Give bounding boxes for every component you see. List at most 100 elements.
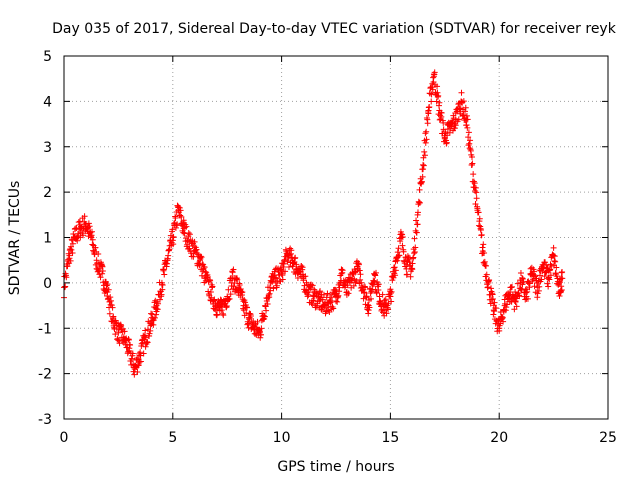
data-point — [126, 347, 133, 354]
data-point-marker — [367, 295, 374, 302]
grid-lines — [64, 56, 608, 419]
data-point-marker — [375, 287, 382, 294]
data-point-marker — [531, 283, 538, 290]
data-point-marker — [459, 99, 466, 106]
y-axis-label: SDTVAR / TECUs — [7, 181, 23, 296]
data-point-marker — [173, 222, 180, 229]
data-point — [240, 302, 247, 309]
data-point-marker — [317, 288, 324, 295]
data-point-marker — [230, 283, 237, 290]
data-point — [142, 334, 149, 341]
data-point — [474, 207, 481, 214]
data-point — [496, 325, 503, 332]
data-point-marker — [199, 268, 206, 275]
data-point — [409, 266, 416, 273]
data-point-marker — [559, 268, 566, 275]
data-point-marker — [285, 264, 292, 271]
data-point-marker — [489, 296, 496, 303]
data-point-marker — [427, 90, 434, 97]
data-point-marker — [443, 139, 450, 146]
data-point — [343, 288, 350, 295]
data-point-marker — [537, 272, 543, 279]
data-point — [82, 220, 89, 227]
data-point-marker — [115, 337, 122, 344]
data-point-marker — [433, 98, 440, 105]
data-point-marker — [552, 258, 559, 265]
data-point-marker — [125, 348, 132, 355]
data-point — [556, 288, 563, 295]
data-point-marker — [469, 153, 475, 160]
data-point-marker — [86, 223, 93, 230]
data-point-marker — [512, 289, 519, 296]
data-point — [485, 279, 492, 286]
data-point — [77, 225, 84, 232]
data-point-marker — [62, 283, 69, 290]
data-point-marker — [298, 263, 305, 270]
y-tick-label: 1 — [43, 231, 52, 247]
data-point — [398, 234, 405, 241]
data-point-marker — [339, 267, 346, 274]
data-point — [458, 98, 465, 105]
data-point — [284, 252, 291, 259]
data-point — [300, 275, 307, 282]
data-point — [338, 270, 345, 277]
data-point — [559, 275, 566, 282]
data-point — [99, 270, 106, 277]
data-point-marker — [541, 273, 548, 280]
data-point-marker — [524, 288, 531, 295]
data-point — [517, 279, 524, 286]
data-point-marker — [517, 285, 524, 292]
data-point-marker — [107, 294, 114, 301]
data-point — [66, 252, 73, 259]
data-point — [169, 234, 176, 241]
data-point-marker — [462, 104, 469, 111]
y-tick-label: -1 — [38, 321, 52, 337]
data-point-marker — [202, 268, 209, 275]
data-point — [490, 307, 497, 314]
data-point-marker — [209, 283, 216, 290]
data-point-marker — [112, 331, 119, 338]
data-point-marker — [198, 254, 205, 261]
data-point-marker — [125, 336, 132, 343]
x-tick-label: 15 — [381, 430, 399, 446]
data-point-marker — [426, 103, 433, 110]
chart-title: Day 035 of 2017, Sidereal Day-to-day VTE… — [52, 21, 617, 37]
data-point-marker — [392, 267, 399, 274]
data-point-marker — [371, 278, 378, 285]
data-point-marker — [522, 296, 529, 303]
data-point-marker — [428, 98, 435, 105]
data-point-marker — [309, 301, 316, 308]
data-point — [115, 329, 122, 336]
data-point — [523, 293, 530, 300]
data-point-marker — [547, 266, 554, 273]
data-point — [273, 275, 280, 282]
data-point-marker — [363, 293, 370, 300]
data-point-marker — [467, 137, 474, 144]
data-point-marker — [514, 280, 521, 287]
data-point-marker — [229, 269, 236, 276]
data-point-marker — [385, 306, 392, 313]
data-point-marker — [332, 286, 339, 293]
data-point-marker — [546, 276, 553, 283]
data-point-marker — [357, 271, 364, 278]
data-point-marker — [418, 178, 425, 185]
data-point-marker — [428, 91, 435, 98]
data-point-marker — [109, 304, 116, 311]
data-point-marker — [330, 305, 337, 312]
data-point-marker — [550, 244, 557, 251]
data-point-marker — [532, 272, 539, 279]
data-point-marker — [470, 178, 477, 185]
data-point-marker — [263, 307, 270, 314]
data-point — [262, 302, 269, 309]
data-point-marker — [483, 271, 490, 278]
data-point — [207, 288, 214, 295]
data-point — [148, 320, 155, 327]
data-point-marker — [395, 245, 402, 252]
data-point-marker — [191, 238, 198, 245]
data-point — [153, 302, 160, 309]
data-point-marker — [434, 83, 441, 90]
y-tick-label: -2 — [38, 367, 52, 383]
data-point-marker — [400, 248, 407, 255]
data-point-marker — [324, 290, 331, 297]
data-point-marker — [181, 230, 188, 237]
